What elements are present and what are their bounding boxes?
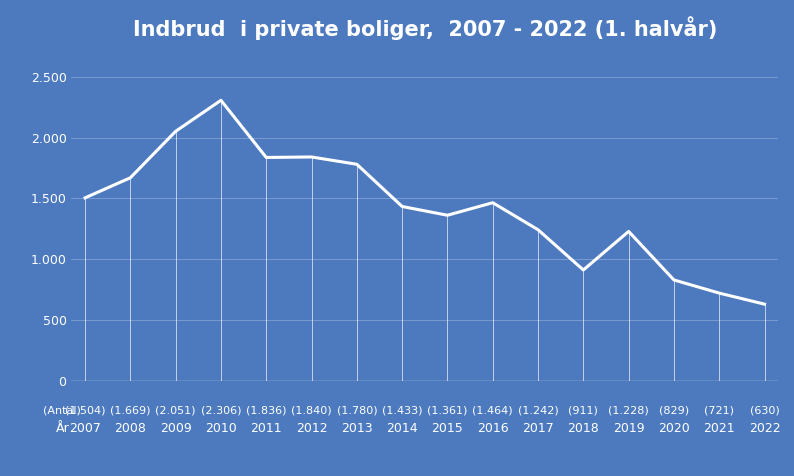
Text: 2015: 2015 — [432, 423, 464, 436]
Text: 2014: 2014 — [387, 423, 418, 436]
Text: 2020: 2020 — [658, 423, 690, 436]
Text: 2021: 2021 — [703, 423, 735, 436]
Text: 2019: 2019 — [613, 423, 645, 436]
Text: (630): (630) — [750, 406, 780, 416]
Text: (1.242): (1.242) — [518, 406, 558, 416]
Text: (1.464): (1.464) — [472, 406, 513, 416]
Text: 2008: 2008 — [114, 423, 146, 436]
Text: (1.780): (1.780) — [337, 406, 377, 416]
Text: 2009: 2009 — [160, 423, 191, 436]
Text: (721): (721) — [704, 406, 734, 416]
Text: (1.361): (1.361) — [427, 406, 468, 416]
Text: 2011: 2011 — [250, 423, 282, 436]
Text: (1.669): (1.669) — [110, 406, 151, 416]
Text: (1.433): (1.433) — [382, 406, 422, 416]
Text: (Antal): (Antal) — [44, 406, 81, 416]
Text: 2007: 2007 — [69, 423, 101, 436]
Text: (911): (911) — [569, 406, 598, 416]
Text: 2018: 2018 — [568, 423, 599, 436]
Text: (2.306): (2.306) — [201, 406, 241, 416]
Text: (1.228): (1.228) — [608, 406, 649, 416]
Text: 2016: 2016 — [477, 423, 508, 436]
Text: 2013: 2013 — [341, 423, 372, 436]
Text: (1.504): (1.504) — [65, 406, 106, 416]
Text: 2012: 2012 — [295, 423, 327, 436]
Text: 2017: 2017 — [522, 423, 554, 436]
Text: 2022: 2022 — [749, 423, 781, 436]
Text: (1.836): (1.836) — [246, 406, 287, 416]
Text: (829): (829) — [659, 406, 689, 416]
Text: År: År — [56, 423, 69, 436]
Title: Indbrud  i private boliger,  2007 - 2022 (1. halvår): Indbrud i private boliger, 2007 - 2022 (… — [133, 16, 717, 40]
Text: 2010: 2010 — [205, 423, 237, 436]
Text: (1.840): (1.840) — [291, 406, 332, 416]
Text: (2.051): (2.051) — [156, 406, 196, 416]
